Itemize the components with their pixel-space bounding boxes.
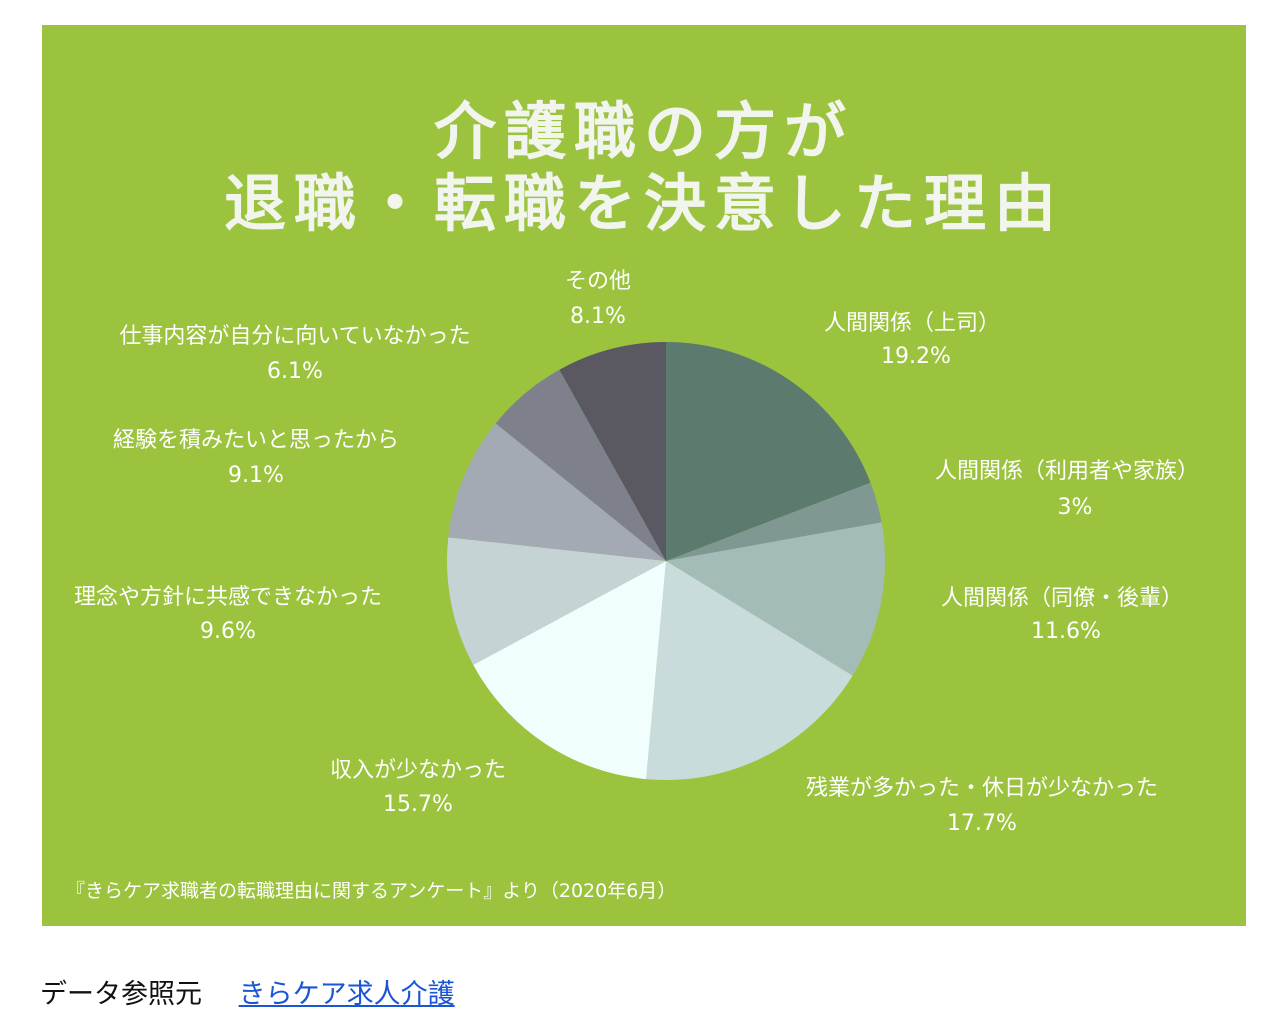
slice-label-2: 人間関係（同僚・後輩） 11.6%: [941, 586, 1183, 644]
pie-slice-0: [666, 342, 871, 561]
pie-slice-6: [448, 423, 666, 561]
pie-slice-5: [446, 537, 666, 665]
slice-label-value: 15.7%: [383, 792, 453, 817]
chart-title-line-2: 退職・転職を決意した理由: [224, 167, 1064, 240]
slice-label-name: 人間関係（上司）: [824, 311, 1000, 336]
data-source-label: データ参照元: [40, 979, 202, 1010]
slice-label-value: 9.6%: [200, 619, 256, 644]
slice-label-4: 収入が少なかった 15.7%: [330, 758, 506, 817]
pie-slice-1: [666, 482, 882, 561]
chart-panel: 介護職の方が 退職・転職を決意した理由 人間関係（上司） 19.2% 人間関係（…: [42, 25, 1246, 926]
slice-label-8: その他 8.1%: [565, 269, 631, 329]
slice-label-value: 11.6%: [1031, 619, 1101, 644]
slice-label-6: 経験を積みたいと思ったから 9.1%: [113, 428, 399, 488]
pie-slice-8: [559, 342, 666, 561]
slice-label-name: その他: [565, 269, 631, 294]
data-source-footer: データ参照元 きらケア求人介護: [40, 972, 455, 1011]
slice-label-value: 9.1%: [228, 463, 284, 488]
slice-label-value: 17.7%: [947, 811, 1017, 836]
slice-label-3: 残業が多かった・休日が少なかった 17.7%: [806, 776, 1158, 836]
source-note: 『きらケア求職者の転職理由に関するアンケート』より（2020年6月）: [66, 880, 676, 902]
slice-label-name: 理念や方針に共感できなかった: [74, 585, 382, 610]
slice-label-name: 人間関係（同僚・後輩）: [941, 586, 1183, 611]
pie-chart: 介護職の方が 退職・転職を決意した理由 人間関係（上司） 19.2% 人間関係（…: [42, 25, 1246, 926]
pie-slices: [446, 342, 886, 780]
slice-label-name: 残業が多かった・休日が少なかった: [806, 776, 1158, 801]
pie-slice-2: [666, 522, 886, 676]
slice-label-value: 3%: [1058, 495, 1093, 520]
slice-label-1: 人間関係（利用者や家族） 3%: [935, 459, 1199, 520]
slice-label-value: 6.1%: [267, 359, 323, 384]
slice-label-name: 人間関係（利用者や家族）: [935, 459, 1199, 484]
data-source-link[interactable]: きらケア求人介護: [238, 979, 455, 1010]
slice-label-7: 仕事内容が自分に向いていなかった 6.1%: [119, 324, 470, 384]
slice-label-name: 収入が少なかった: [330, 758, 506, 783]
pie-slice-7: [495, 369, 666, 561]
chart-title-line-1: 介護職の方が: [434, 95, 854, 168]
slice-label-value: 19.2%: [881, 344, 951, 369]
slice-label-5: 理念や方針に共感できなかった 9.6%: [74, 585, 382, 644]
slice-label-value: 8.1%: [570, 304, 626, 329]
pie-slice-3: [646, 561, 853, 780]
slice-label-name: 経験を積みたいと思ったから: [113, 428, 399, 453]
pie-slice-4: [473, 561, 666, 780]
slice-label-name: 仕事内容が自分に向いていなかった: [119, 324, 470, 349]
slice-label-0: 人間関係（上司） 19.2%: [824, 311, 1000, 369]
